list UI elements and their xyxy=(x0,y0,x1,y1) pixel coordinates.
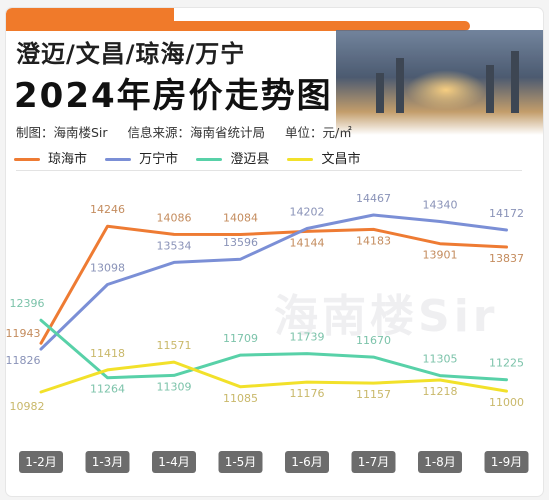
x-tick-label: 1-9月 xyxy=(484,451,529,473)
watermark: 海南楼Sir xyxy=(274,291,499,342)
data-label: 11218 xyxy=(423,385,458,398)
series-line-3 xyxy=(39,360,508,394)
page-title: 2024年房价走势图 xyxy=(14,76,333,116)
data-label: 14144 xyxy=(290,236,325,249)
chart-meta: 制图：海南楼Sir 信息来源：海南省统计局 单位：元/㎡ xyxy=(16,122,368,141)
data-label: 11709 xyxy=(223,332,258,345)
data-label: 11157 xyxy=(356,388,391,401)
data-label: 11264 xyxy=(90,383,125,396)
header-accent-tab xyxy=(6,8,174,22)
legend-item-wanning: 万宁市 xyxy=(105,148,178,167)
svg-text:1-4月: 1-4月 xyxy=(158,455,190,469)
legend-label: 澄迈县 xyxy=(230,152,270,167)
legend-item-qionghai: 琼海市 xyxy=(14,148,87,167)
chart-unit: 单位：元/㎡ xyxy=(285,125,352,140)
legend-label: 万宁市 xyxy=(139,152,179,167)
svg-text:1-3月: 1-3月 xyxy=(92,455,124,469)
series-line-2 xyxy=(39,318,508,382)
svg-text:1-8月: 1-8月 xyxy=(424,455,456,469)
city-skyline-image xyxy=(336,30,543,135)
data-label: 11176 xyxy=(290,387,325,400)
legend-item-wenchang: 文昌市 xyxy=(287,148,360,167)
x-tick-label: 1-8月 xyxy=(418,451,462,473)
data-label: 11085 xyxy=(223,392,258,405)
svg-text:1-9月: 1-9月 xyxy=(491,455,523,469)
svg-text:1-7月: 1-7月 xyxy=(358,455,390,469)
chart-source: 信息来源：海南省统计局 xyxy=(127,125,266,140)
chart-legend: 琼海市 万宁市 澄迈县 文昌市 xyxy=(14,148,374,167)
chart-card: 海南楼Sir xyxy=(6,8,543,496)
series-line-0 xyxy=(39,224,508,345)
data-label: 14172 xyxy=(489,207,524,220)
data-label: 11305 xyxy=(423,353,458,366)
data-label: 11309 xyxy=(157,380,192,393)
data-label: 13098 xyxy=(90,262,125,275)
data-label: 11000 xyxy=(489,396,524,409)
data-label: 14183 xyxy=(356,234,391,247)
legend-divider xyxy=(16,170,522,171)
legend-label: 琼海市 xyxy=(48,152,88,167)
data-label: 12396 xyxy=(10,297,45,310)
x-tick-label: 1-4月 xyxy=(152,451,196,473)
data-label: 11826 xyxy=(6,354,41,367)
data-label: 14340 xyxy=(423,199,458,212)
x-tick-label: 1-6月 xyxy=(285,451,329,473)
svg-text:1-2月: 1-2月 xyxy=(25,455,57,469)
data-label: 11739 xyxy=(290,331,325,344)
series-line-1 xyxy=(39,213,508,351)
x-tick-label: 1-5月 xyxy=(218,451,263,473)
x-tick-label: 1-7月 xyxy=(351,451,396,473)
svg-text:1-5月: 1-5月 xyxy=(225,455,257,469)
header-accent-bar xyxy=(6,21,470,31)
x-tick-label: 1-3月 xyxy=(85,451,130,473)
data-label: 13596 xyxy=(223,236,258,249)
data-label: 11571 xyxy=(157,339,192,352)
data-label: 13534 xyxy=(157,239,192,252)
page-title-cities: 澄迈/文昌/琼海/万宁 xyxy=(16,40,246,68)
chart-maker: 制图：海南楼Sir xyxy=(16,125,108,140)
data-label: 13837 xyxy=(489,252,524,265)
data-label: 14246 xyxy=(90,203,125,216)
data-label: 14084 xyxy=(223,212,258,225)
data-label: 14086 xyxy=(157,211,192,224)
data-label: 10982 xyxy=(10,400,45,413)
x-tick-label: 1-2月 xyxy=(19,451,63,473)
data-label: 11225 xyxy=(489,357,524,370)
svg-text:1-6月: 1-6月 xyxy=(291,455,323,469)
data-label: 14467 xyxy=(356,192,391,205)
data-label: 14202 xyxy=(290,206,325,219)
data-label: 11670 xyxy=(356,334,391,347)
legend-item-chengmai: 澄迈县 xyxy=(196,148,269,167)
data-label: 11418 xyxy=(90,347,125,360)
data-label: 13901 xyxy=(423,249,458,262)
data-label: 11943 xyxy=(6,327,41,340)
legend-label: 文昌市 xyxy=(321,152,361,167)
